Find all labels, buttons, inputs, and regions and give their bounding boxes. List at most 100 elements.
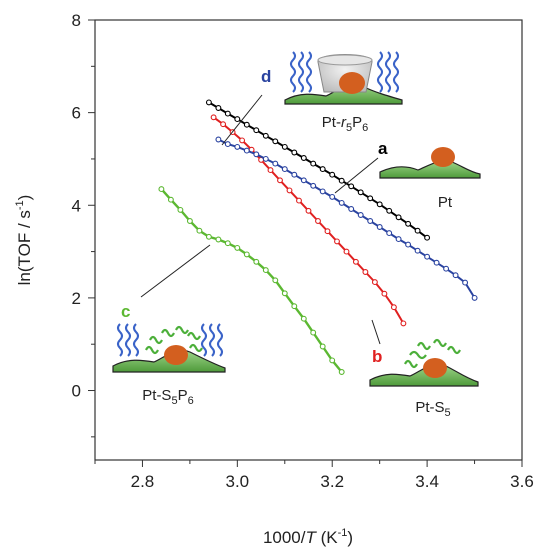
data-point-d: [253, 151, 260, 158]
series-letter-b: b: [372, 347, 382, 366]
tick-labels: 2.8 3.0 3.2 3.4 3.6 0 2 4 6 8: [72, 11, 534, 491]
data-point-d: [414, 247, 421, 254]
data-point-b: [334, 238, 340, 245]
data-point-d: [395, 236, 402, 243]
data-point-d: [310, 182, 317, 189]
data-point-c: [310, 329, 317, 336]
data-point-c: [243, 251, 250, 258]
plot-frame: [94, 19, 523, 461]
data-point-d: [433, 259, 440, 266]
data-point-a: [272, 138, 279, 145]
series-c: [158, 186, 345, 375]
data-point-c: [291, 303, 298, 310]
data-point-a: [357, 189, 364, 196]
x-tick-label: 3.0: [226, 472, 250, 491]
data-point-d: [348, 206, 355, 212]
data-point-b: [343, 248, 350, 255]
y-tick-label: 4: [72, 196, 81, 215]
data-point-b: [371, 279, 378, 286]
data-point-d: [272, 160, 279, 167]
data-point-c: [186, 218, 193, 224]
data-point-a: [234, 116, 241, 123]
data-point-b: [381, 290, 388, 297]
data-point-c: [205, 233, 212, 240]
series-d: [215, 136, 478, 301]
data-point-d: [376, 224, 383, 230]
data-point-a: [243, 121, 250, 128]
y-tick-label: 6: [72, 104, 81, 123]
data-point-a: [395, 214, 402, 221]
data-point-b: [390, 304, 397, 311]
data-point-a: [215, 105, 222, 111]
data-point-b: [286, 187, 293, 194]
data-point-a: [300, 155, 307, 161]
y-tick-label: 8: [72, 11, 81, 30]
callout-line-a: [334, 157, 379, 194]
data-point-c: [329, 357, 336, 364]
x-tick-label: 3.2: [320, 472, 344, 491]
callout-line-c: [140, 244, 211, 298]
data-point-c: [262, 267, 269, 274]
data-point-b: [315, 218, 321, 224]
data-point-a: [329, 171, 336, 178]
data-point-c: [300, 315, 307, 322]
data-point-c: [338, 369, 345, 375]
series-b: [210, 114, 407, 327]
data-point-a: [386, 207, 393, 214]
data-point-c: [253, 258, 260, 265]
data-point-c: [319, 343, 326, 350]
y-tick-label: 2: [72, 289, 81, 308]
data-point-d: [319, 188, 326, 195]
data-point-d: [386, 230, 393, 237]
data-point-a: [414, 227, 421, 234]
data-point-d: [405, 241, 412, 248]
x-tick-label: 3.4: [415, 472, 439, 491]
data-point-b: [210, 114, 217, 121]
data-point-b: [400, 320, 407, 327]
data-point-a: [205, 99, 212, 106]
data-point-d: [471, 294, 478, 301]
data-point-d: [262, 155, 269, 162]
data-point-a: [376, 201, 383, 208]
data-point-d: [338, 199, 345, 206]
data-point-b: [239, 137, 246, 144]
data-point-b: [296, 197, 302, 204]
data-point-a: [338, 177, 345, 184]
data-point-d: [462, 279, 469, 286]
series-a: [205, 99, 431, 241]
data-point-a: [281, 143, 288, 150]
data-point-a: [310, 160, 317, 167]
series-layer: [158, 99, 478, 375]
data-point-d: [243, 147, 250, 154]
data-point-a: [319, 166, 326, 173]
data-point-d: [281, 166, 288, 173]
x-axis-label: 1000/T (K-1): [263, 527, 353, 547]
data-point-d: [300, 177, 307, 184]
series-letter-d: d: [261, 67, 271, 86]
data-point-a: [262, 132, 269, 139]
data-point-a: [224, 110, 231, 117]
data-point-d: [367, 218, 374, 224]
callout-line-b: [371, 319, 381, 345]
data-point-a: [405, 220, 412, 227]
pt-illustration: [379, 147, 481, 179]
callout-line-d: [221, 94, 263, 146]
series-line-d: [217, 138, 476, 299]
data-point-c: [177, 206, 184, 213]
data-point-a: [348, 183, 355, 190]
data-point-b: [277, 177, 283, 184]
data-point-c: [234, 244, 241, 251]
data-point-d: [291, 171, 298, 178]
data-point-d: [234, 143, 241, 150]
x-tick-label: 3.6: [510, 472, 534, 491]
series-letter-c: c: [121, 302, 130, 321]
data-point-a: [253, 127, 260, 134]
data-point-a: [367, 195, 374, 202]
pt-r5p6-illustration: [284, 51, 403, 105]
data-point-d: [215, 136, 222, 143]
data-point-b: [305, 207, 312, 214]
data-point-c: [196, 227, 203, 234]
label-pt-s5: Pt-S5: [415, 399, 450, 419]
series-letter-a: a: [378, 139, 388, 158]
